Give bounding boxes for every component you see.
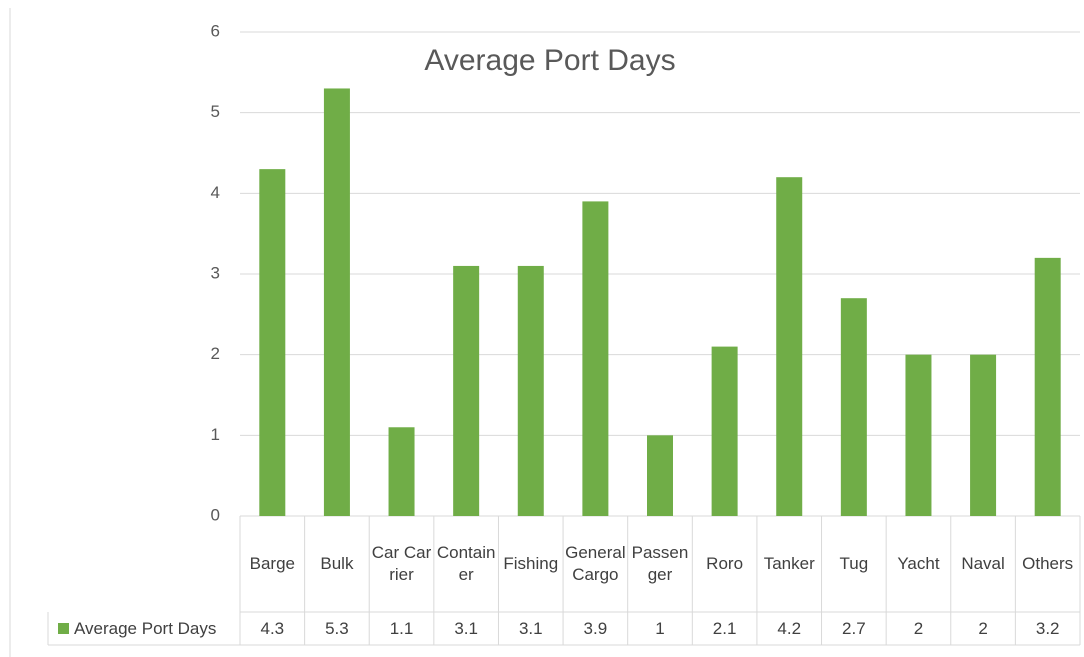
x-tick-label: Car Carrier: [371, 543, 432, 584]
y-tick-label: 3: [211, 263, 220, 282]
x-tick-label: Barge: [249, 554, 295, 573]
table-value: 2: [913, 618, 924, 638]
bar: [388, 427, 415, 516]
bar: [905, 354, 932, 516]
x-tick-label: General Cargo: [565, 543, 626, 584]
x-tick-label: Passenger: [631, 543, 689, 584]
table-value: 2.1: [712, 618, 737, 638]
x-tick-label: Bulk: [320, 554, 354, 573]
bar: [1034, 257, 1061, 516]
x-tick-label: Container: [436, 543, 496, 584]
table-value: 1.1: [389, 618, 414, 638]
table-value: 3.1: [454, 618, 478, 638]
x-tick-label: Roro: [706, 554, 744, 573]
legend-label: Average Port Days: [74, 618, 217, 638]
y-tick-label: 1: [211, 425, 220, 444]
table-value: 2.7: [842, 618, 866, 638]
table-value: 1: [655, 618, 665, 638]
x-tick-label: Naval: [961, 554, 1005, 573]
y-tick-label: 4: [211, 183, 220, 202]
y-tick-label: 5: [211, 102, 220, 121]
bar: [582, 201, 609, 516]
table-value: 3.2: [1035, 618, 1060, 638]
y-tick-label: 6: [211, 21, 220, 40]
bar: [776, 177, 803, 516]
table-value: 4.2: [777, 618, 802, 638]
x-tick-label: Others: [1022, 554, 1074, 573]
bar: [970, 354, 997, 516]
table-value: 5.3: [325, 618, 349, 638]
bar: [453, 265, 480, 516]
table-value: 4.3: [260, 618, 285, 638]
y-tick-label: 0: [211, 505, 220, 524]
bar: [259, 169, 286, 516]
bar: [517, 265, 544, 516]
x-tick-label: Fishing: [503, 554, 559, 573]
x-tick-label: Tug: [839, 554, 869, 573]
bar: [840, 298, 867, 516]
bar: [647, 435, 673, 516]
x-tick-label: Tanker: [763, 554, 815, 573]
chart-title: Average Port Days: [424, 44, 675, 77]
y-tick-label: 2: [211, 344, 220, 363]
table-value: 3.9: [583, 618, 608, 638]
table-value: 2: [978, 618, 988, 638]
table-value: 3.1: [518, 618, 543, 638]
legend-key: [58, 623, 69, 634]
bar: [323, 88, 350, 516]
x-tick-label: Yacht: [897, 554, 940, 573]
bar: [711, 346, 738, 516]
